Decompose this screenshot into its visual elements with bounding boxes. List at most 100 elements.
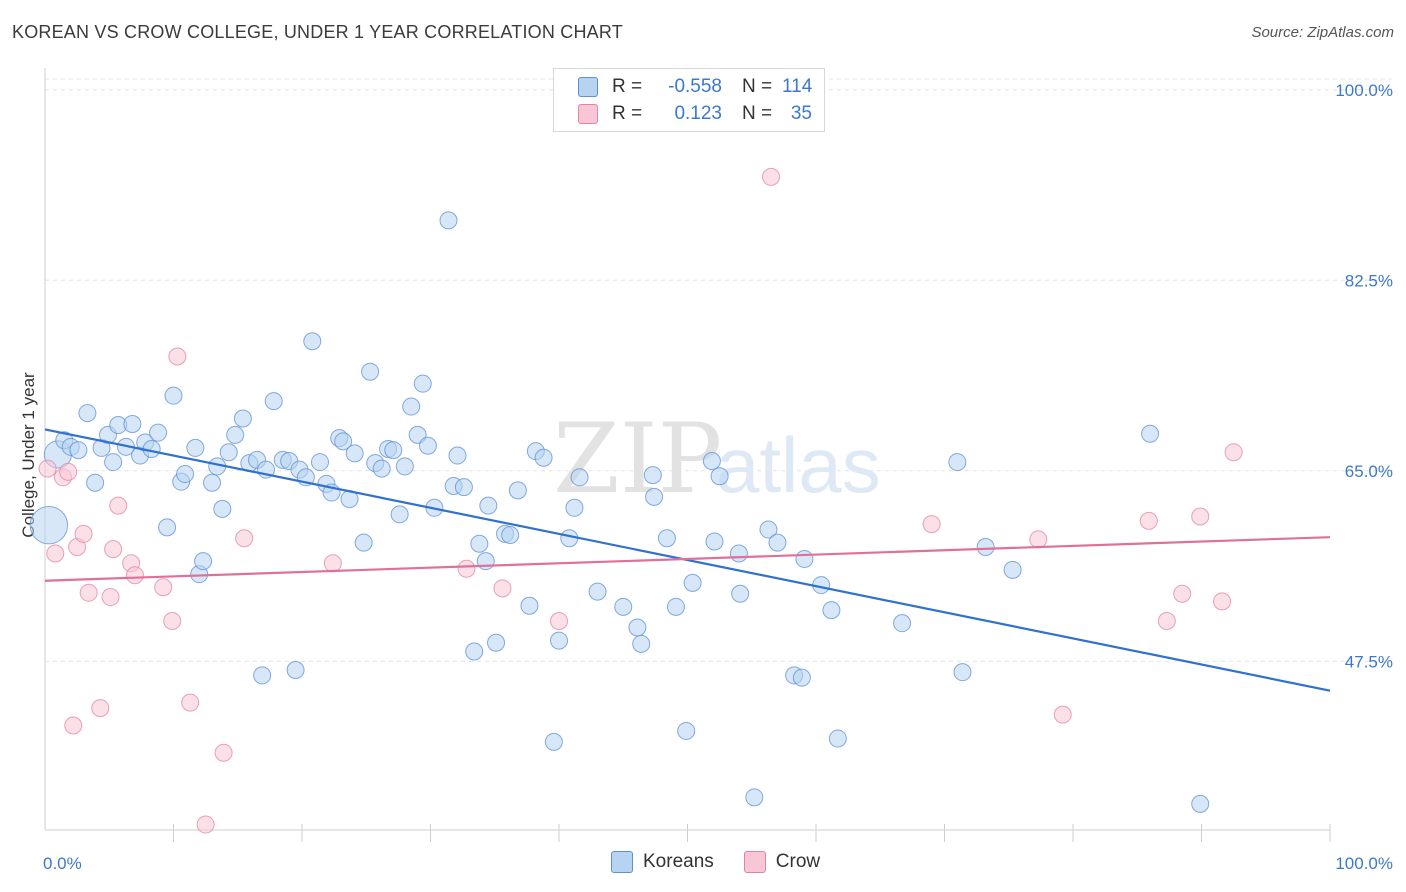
legend-n-value: 114	[782, 76, 813, 97]
point-crow	[168, 347, 187, 366]
point-koreans	[395, 457, 414, 476]
watermark: ZIP atlas	[553, 403, 881, 515]
point-koreans	[792, 668, 811, 687]
point-koreans	[219, 443, 238, 462]
point-crow	[154, 578, 173, 597]
trend-line-crow	[44, 536, 1331, 582]
point-koreans	[213, 499, 232, 518]
series-legend: Koreans Crow	[611, 851, 850, 873]
point-crow	[109, 496, 128, 515]
point-crow	[101, 588, 120, 607]
point-koreans	[501, 525, 520, 544]
x-tick-label-min: 0.0%	[43, 854, 82, 873]
point-koreans	[628, 618, 647, 637]
x-tick-marks	[173, 824, 1331, 842]
point-koreans	[570, 468, 589, 487]
y-axis-label: College, Under 1 year	[19, 372, 38, 538]
point-crow	[214, 743, 233, 762]
point-crow	[235, 529, 254, 548]
point-koreans	[550, 631, 568, 650]
point-koreans	[390, 505, 409, 524]
legend-swatch-koreans	[611, 851, 633, 873]
point-crow	[1213, 592, 1232, 611]
legend-label-koreans: Koreans	[643, 851, 714, 872]
point-koreans	[384, 441, 403, 460]
point-koreans	[233, 409, 252, 428]
point-koreans	[470, 534, 489, 553]
stats-legend: R = -0.558 N = 114 R = 0.123 N = 35	[553, 68, 825, 132]
legend-n-label: N =	[742, 76, 773, 97]
x-tick-label-max: 100.0%	[1335, 854, 1393, 873]
point-koreans	[828, 729, 847, 748]
point-koreans	[645, 487, 664, 506]
legend-n-value: 35	[790, 103, 812, 124]
point-koreans	[729, 544, 748, 563]
legend-item-crow: Crow	[743, 851, 820, 873]
point-koreans	[176, 465, 195, 484]
legend-swatch-crow	[578, 104, 598, 124]
point-koreans	[731, 584, 750, 603]
point-crow	[922, 515, 941, 534]
point-koreans	[795, 549, 814, 568]
point-koreans	[544, 732, 563, 751]
point-koreans	[158, 518, 177, 537]
point-crow	[181, 693, 200, 712]
legend-row-crow: R = 0.123 N = 35	[578, 101, 812, 127]
point-koreans	[893, 614, 912, 633]
series-crow	[38, 167, 1243, 834]
point-crow	[1191, 507, 1210, 526]
point-koreans	[479, 496, 498, 515]
point-koreans	[1191, 794, 1210, 813]
point-koreans	[465, 642, 484, 661]
point-koreans	[1141, 424, 1160, 443]
point-koreans	[303, 332, 322, 351]
point-koreans	[948, 453, 967, 472]
point-koreans	[677, 721, 696, 740]
point-koreans	[953, 663, 972, 682]
point-koreans	[448, 446, 467, 465]
watermark-zip: ZIP	[553, 403, 722, 515]
point-koreans	[614, 597, 633, 616]
point-crow	[38, 459, 57, 478]
point-koreans	[226, 425, 245, 444]
point-koreans	[487, 633, 506, 652]
point-koreans	[361, 362, 380, 381]
trend-lines	[44, 428, 1331, 692]
point-crow	[457, 559, 476, 578]
point-koreans	[508, 481, 527, 500]
point-crow	[1139, 511, 1158, 530]
point-koreans	[632, 634, 651, 653]
point-crow	[125, 566, 144, 585]
point-koreans	[186, 438, 205, 457]
point-crow	[1224, 443, 1243, 462]
data-points	[29, 167, 1243, 834]
point-crow	[91, 699, 110, 718]
legend-r-label: R =	[612, 76, 643, 97]
legend-r-value: 0.123	[674, 103, 722, 124]
point-crow	[79, 583, 98, 602]
y-tick-label: 100.0%	[1335, 81, 1393, 100]
point-koreans	[123, 414, 142, 433]
point-koreans	[86, 473, 105, 492]
point-koreans	[710, 467, 729, 486]
legend-row-koreans: R = -0.558 N = 114	[578, 74, 812, 100]
point-koreans	[78, 404, 97, 423]
watermark-atlas: atlas	[716, 421, 881, 509]
point-koreans	[194, 552, 213, 571]
point-koreans	[976, 537, 995, 556]
point-crow	[74, 524, 93, 543]
point-koreans	[334, 432, 353, 451]
point-koreans	[683, 573, 702, 592]
point-crow	[1029, 530, 1048, 549]
point-crow	[59, 462, 78, 481]
point-koreans	[643, 466, 662, 485]
point-koreans	[418, 436, 437, 455]
point-crow	[550, 611, 568, 630]
point-koreans	[203, 473, 222, 492]
point-koreans	[354, 533, 373, 552]
point-koreans	[588, 582, 607, 601]
point-koreans	[253, 666, 272, 685]
point-koreans	[345, 444, 364, 463]
point-koreans	[520, 596, 539, 615]
